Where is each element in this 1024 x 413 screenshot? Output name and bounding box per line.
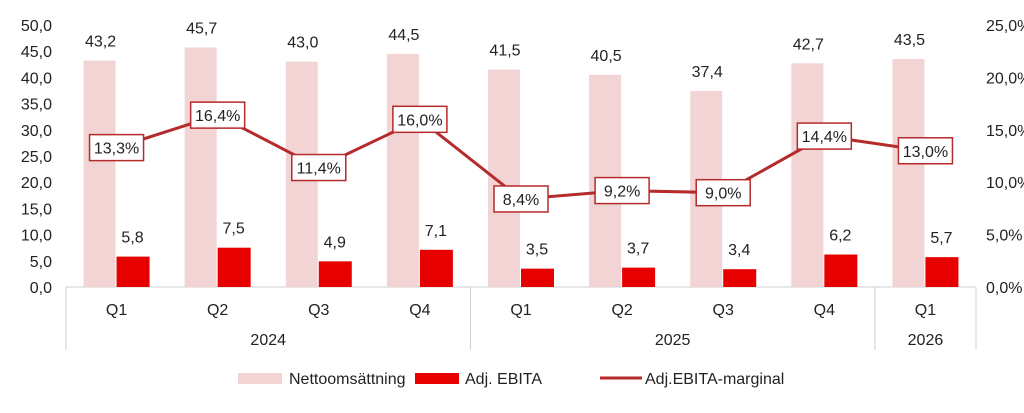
- marginal-label-box: [88, 133, 145, 162]
- bar-label-nettoomsattning: 37,4: [692, 64, 723, 81]
- marginal-label: 9,0%: [705, 186, 741, 203]
- legend-swatch-adj-ebita: [415, 373, 459, 384]
- bar-label-adj-ebita: 7,1: [425, 223, 447, 240]
- left-axis-tick: 35,0: [21, 97, 52, 114]
- bar-adj-ebita: [116, 256, 150, 287]
- bar-nettoomsattning: [386, 53, 419, 287]
- bar-adj-ebita: [622, 267, 656, 287]
- bar-label-nettoomsattning: 43,5: [894, 32, 925, 49]
- bar-nettoomsattning: [184, 47, 217, 288]
- right-axis-tick: 10,0%: [986, 175, 1024, 192]
- marginal-label-box: [189, 101, 246, 129]
- bar-label-adj-ebita: 4,9: [324, 234, 346, 251]
- legend-label-nettoomsattning: Nettoomsättning: [289, 371, 406, 388]
- bar-label-nettoomsattning: 40,5: [591, 48, 622, 65]
- category-label: Q1: [915, 302, 936, 319]
- marginal-label: 16,4%: [195, 108, 240, 125]
- marginal-label-box: [897, 137, 954, 165]
- category-label: Q2: [611, 302, 632, 319]
- marginal-label-box: [796, 122, 853, 150]
- right-axis-tick: 0,0%: [986, 280, 1022, 297]
- bar-label-adj-ebita: 5,8: [121, 230, 143, 247]
- marginal-label-box: [594, 176, 650, 205]
- marginal-label: 14,4%: [802, 129, 847, 146]
- left-axis-tick: 50,0: [21, 18, 52, 35]
- category-label: Q4: [409, 302, 430, 319]
- marginal-label: 16,0%: [397, 112, 442, 129]
- left-axis-tick: 20,0: [21, 175, 52, 192]
- left-axis-tick: 40,0: [21, 70, 52, 87]
- left-axis-tick: 45,0: [21, 44, 52, 61]
- marginal-label-box: [695, 178, 751, 207]
- category-label: Q4: [814, 302, 835, 319]
- right-axis-tick: 15,0%: [986, 123, 1024, 140]
- left-axis-tick: 15,0: [21, 201, 52, 218]
- bar-label-nettoomsattning: 43,0: [287, 35, 318, 52]
- legend-label-adj-ebita: Adj. EBITA: [465, 371, 542, 388]
- bar-label-adj-ebita: 7,5: [223, 221, 245, 238]
- right-axis-tick: 25,0%: [986, 18, 1024, 35]
- bar-label-adj-ebita: 3,7: [627, 241, 649, 258]
- category-label: Q1: [106, 302, 127, 319]
- left-axis-tick: 30,0: [21, 123, 52, 140]
- bar-nettoomsattning: [892, 59, 925, 288]
- marginal-label: 8,4%: [503, 192, 539, 209]
- left-axis-tick: 10,0: [21, 228, 52, 245]
- year-label: 2026: [908, 332, 944, 349]
- bar-label-nettoomsattning: 41,5: [489, 43, 520, 60]
- bar-label-nettoomsattning: 44,5: [388, 27, 419, 44]
- bar-adj-ebita: [318, 261, 352, 287]
- marginal-label: 11,4%: [297, 161, 341, 178]
- bar-label-adj-ebita: 3,5: [526, 242, 548, 259]
- category-label: Q1: [510, 302, 531, 319]
- bar-adj-ebita: [723, 269, 757, 287]
- left-axis-tick: 5,0: [30, 254, 52, 271]
- marginal-label-box: [291, 153, 347, 182]
- legend-label-adj-ebita-marginal: Adj.EBITA-marginal: [645, 371, 784, 388]
- category-label: Q3: [308, 302, 329, 319]
- marginal-label-box: [392, 105, 448, 134]
- marginal-label-box: [493, 185, 549, 213]
- bar-label-adj-ebita: 6,2: [829, 228, 851, 245]
- bar-adj-ebita: [217, 247, 251, 287]
- marginal-label: 13,0%: [903, 144, 948, 161]
- right-axis-tick: 5,0%: [986, 228, 1022, 245]
- bar-label-adj-ebita: 5,7: [930, 230, 952, 247]
- bar-nettoomsattning: [83, 60, 116, 287]
- bar-label-nettoomsattning: 43,2: [85, 34, 116, 51]
- marginal-label: 13,3%: [94, 141, 139, 158]
- bar-label-nettoomsattning: 42,7: [793, 36, 824, 53]
- bar-nettoomsattning: [791, 63, 824, 287]
- bar-label-nettoomsattning: 45,7: [186, 21, 217, 38]
- year-label: 2024: [250, 332, 286, 349]
- bar-adj-ebita: [521, 268, 554, 287]
- bar-adj-ebita: [419, 249, 453, 287]
- left-axis-tick: 25,0: [21, 149, 52, 166]
- category-label: Q2: [207, 302, 228, 319]
- bar-adj-ebita: [824, 254, 858, 287]
- bar-label-adj-ebita: 3,4: [728, 242, 750, 259]
- right-axis-tick: 20,0%: [986, 70, 1024, 87]
- left-axis-tick: 0,0: [30, 280, 52, 297]
- year-label: 2025: [655, 332, 691, 349]
- category-label: Q3: [713, 302, 734, 319]
- bar-adj-ebita: [925, 257, 959, 287]
- marginal-label: 9,2%: [604, 184, 640, 201]
- legend-swatch-nettoomsattning: [238, 373, 282, 384]
